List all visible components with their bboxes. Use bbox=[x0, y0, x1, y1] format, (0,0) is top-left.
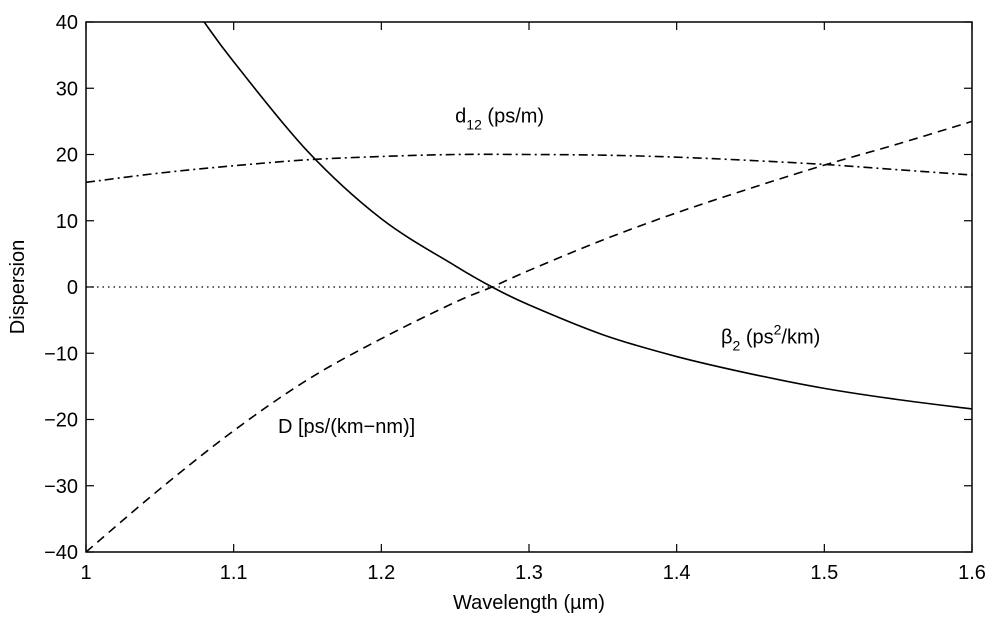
y-tick-label: 0 bbox=[67, 277, 78, 299]
annotation-d12: d12 (ps/m) bbox=[455, 106, 544, 133]
y-axis-title: Dispersion bbox=[7, 240, 29, 334]
x-tick-label: 1.6 bbox=[958, 562, 986, 584]
series-beta2-solid bbox=[203, 21, 973, 410]
x-tick-label: 1.1 bbox=[220, 562, 248, 584]
series-d12-dashdot bbox=[85, 153, 973, 184]
y-tick-label: 10 bbox=[56, 211, 78, 233]
y-tick-label: −10 bbox=[44, 343, 78, 365]
x-axis-title: Wavelength (µm) bbox=[453, 592, 605, 614]
y-tick-label: 20 bbox=[56, 145, 78, 167]
y-ticks: −40 −30 −20 −10 0 10 20 30 40 bbox=[44, 12, 972, 564]
y-tick-label: −40 bbox=[44, 542, 78, 564]
y-tick-label: 30 bbox=[56, 78, 78, 100]
y-tick-label: −20 bbox=[44, 410, 78, 432]
x-tick-label: 1.3 bbox=[515, 562, 543, 584]
x-tick-label: 1.5 bbox=[810, 562, 838, 584]
y-tick-label: 40 bbox=[56, 12, 78, 34]
curves-group bbox=[85, 21, 973, 553]
annotations: d12 (ps/m) β2 (ps2/km) D [ps/(km−nm)] bbox=[278, 106, 820, 438]
x-tick-label: 1.2 bbox=[367, 562, 395, 584]
x-tick-label: 1.4 bbox=[663, 562, 691, 584]
x-tick-label: 1 bbox=[80, 562, 91, 584]
annotation-D: D [ps/(km−nm)] bbox=[278, 416, 415, 438]
series-D-dashed bbox=[85, 120, 973, 553]
x-ticks: 1 1.1 1.2 1.3 1.4 1.5 1.6 bbox=[80, 22, 986, 584]
y-tick-label: −30 bbox=[44, 476, 78, 498]
annotation-beta2: β2 (ps2/km) bbox=[721, 321, 820, 353]
